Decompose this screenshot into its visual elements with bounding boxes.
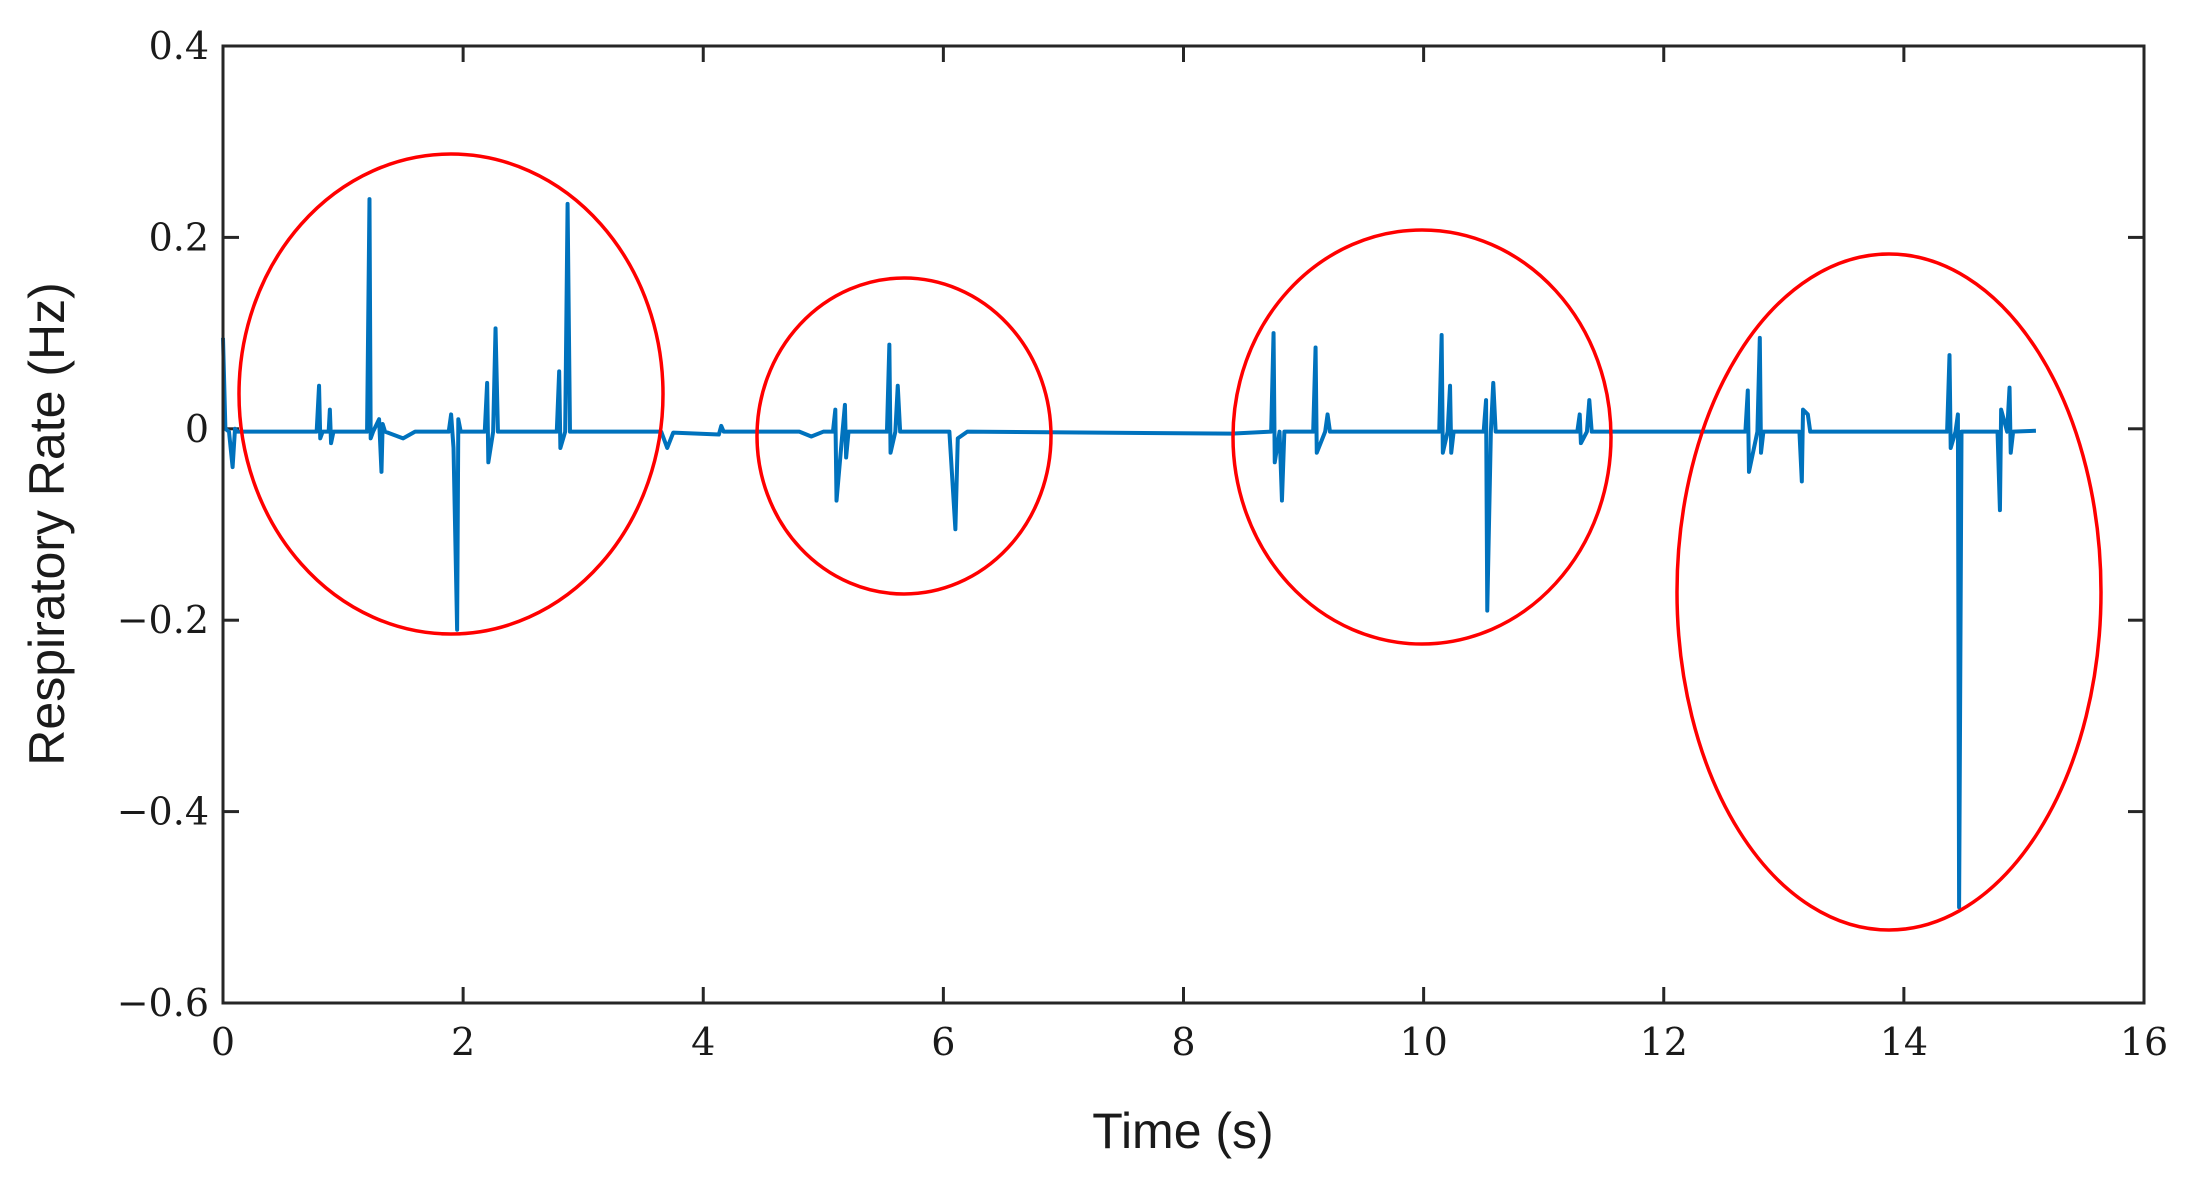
y-tick-label: −0.2 [117,598,209,642]
highlight-ellipse [1675,252,2103,932]
axes-box [221,44,2146,1005]
x-tick-label: 12 [1640,1020,1688,1064]
data-line [221,197,2037,910]
y-tick-label: 0 [185,407,209,451]
x-tick-label: 2 [451,1020,475,1064]
y-tick-label: 0.2 [149,215,209,259]
y-tick-label: −0.4 [117,790,209,834]
x-tick-label: 10 [1399,1020,1447,1064]
x-axis-label: Time (s) [1092,1103,1273,1159]
x-tick-label: 14 [1880,1020,1928,1064]
y-axis-label: Respiratory Rate (Hz) [19,282,75,765]
x-tick-label: 8 [1171,1020,1195,1064]
y-tick-label: −0.6 [117,981,209,1025]
highlight-ellipse [1231,228,1613,646]
x-tick-label: 4 [691,1020,715,1064]
plot-area: 0 2 4 6 8 10 12 14 16 −0.6 −0.4 −0.2 0 0.2 0.4 [117,24,2168,1064]
annotations [237,152,2103,932]
x-tick-label: 0 [211,1020,235,1064]
x-tick-label: 16 [2120,1020,2168,1064]
y-tick-label: 0.4 [149,24,209,68]
highlight-ellipse [755,276,1053,596]
highlight-ellipse [237,152,665,636]
x-tick-label: 6 [931,1020,955,1064]
